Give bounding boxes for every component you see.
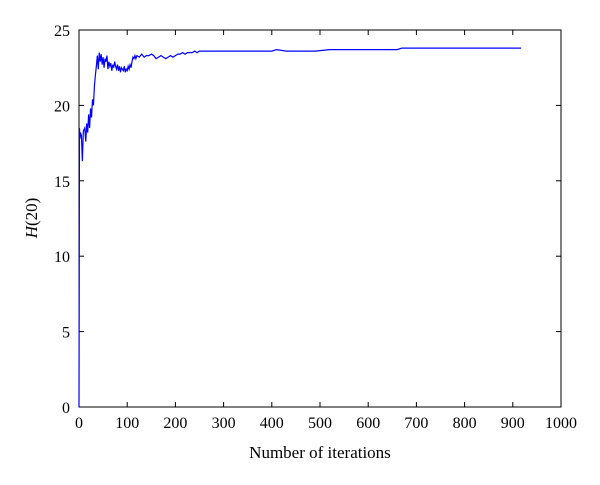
x-axis: 0 100 200 300 400 500 600 700 800 900 1000 bbox=[75, 30, 577, 432]
x-axis-title: Number of iterations bbox=[249, 443, 391, 462]
y-tick-label: 20 bbox=[54, 98, 70, 115]
x-tick-label: 0 bbox=[75, 415, 83, 432]
x-tick-label: 1000 bbox=[545, 415, 577, 432]
y-axis: 0 5 10 15 20 25 bbox=[54, 23, 561, 417]
y-tick-label: 10 bbox=[54, 249, 70, 266]
x-tick-label: 700 bbox=[404, 415, 428, 432]
y-axis-title: H(20) bbox=[22, 198, 41, 240]
x-tick-label: 300 bbox=[212, 415, 236, 432]
series-line bbox=[78, 47, 521, 408]
x-tick-label: 900 bbox=[501, 415, 525, 432]
y-tick-label: 5 bbox=[62, 325, 70, 342]
y-tick-label: 15 bbox=[54, 174, 70, 191]
x-tick-label: 800 bbox=[453, 415, 477, 432]
x-tick-label: 400 bbox=[260, 415, 284, 432]
y-axis-title-symbol: H bbox=[22, 224, 41, 239]
y-tick-label: 25 bbox=[54, 23, 70, 40]
x-tick-label: 200 bbox=[163, 415, 187, 432]
x-tick-label: 600 bbox=[356, 415, 380, 432]
x-tick-label: 100 bbox=[115, 415, 139, 432]
y-axis-title-arg: (20) bbox=[22, 198, 41, 226]
plot-area bbox=[78, 29, 562, 408]
x-tick-label: 500 bbox=[308, 415, 332, 432]
y-tick-label: 0 bbox=[62, 400, 70, 417]
